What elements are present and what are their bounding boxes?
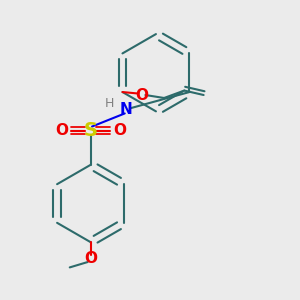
Text: O: O <box>55 123 68 138</box>
Text: O: O <box>113 123 126 138</box>
Text: N: N <box>120 102 133 117</box>
Text: O: O <box>84 251 97 266</box>
Text: H: H <box>105 97 115 110</box>
Text: S: S <box>84 121 98 140</box>
Text: O: O <box>135 88 148 103</box>
